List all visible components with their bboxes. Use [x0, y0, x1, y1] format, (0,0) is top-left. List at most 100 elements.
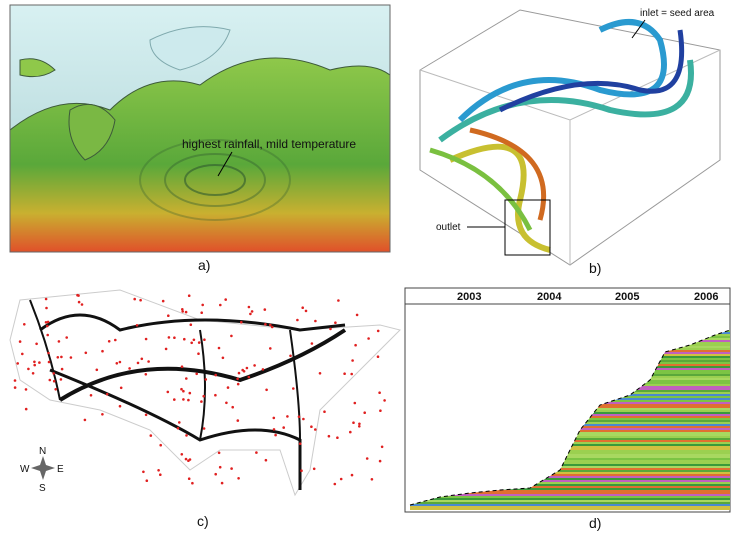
city-dot — [120, 387, 123, 390]
city-dot — [227, 386, 230, 389]
city-dot — [25, 388, 28, 391]
city-dot — [231, 406, 234, 409]
city-dot — [116, 362, 119, 365]
city-dot — [218, 347, 221, 350]
city-dot — [52, 372, 55, 375]
city-dot — [183, 338, 186, 341]
city-dot — [38, 361, 41, 364]
city-dot — [84, 419, 87, 422]
city-dot — [249, 313, 252, 316]
city-dot — [358, 423, 361, 426]
city-dot — [310, 425, 313, 428]
city-dot — [269, 347, 272, 350]
city-dot — [181, 310, 184, 313]
city-dot — [225, 402, 228, 405]
panel-label: a) — [198, 257, 210, 273]
city-dot — [282, 426, 285, 429]
city-dot — [35, 343, 38, 346]
stripe — [405, 504, 730, 506]
city-dot — [53, 380, 56, 383]
city-dot — [214, 473, 217, 476]
city-dot — [189, 392, 192, 395]
city-dot — [302, 418, 305, 421]
city-dot — [205, 378, 208, 381]
city-dot — [271, 326, 274, 329]
city-dot — [358, 425, 361, 428]
city-dot — [188, 294, 191, 297]
city-dot — [106, 393, 109, 396]
figure: highest rainfall, mild temperature a) in… — [0, 0, 733, 534]
city-dot — [203, 427, 206, 430]
city-dot — [90, 394, 93, 397]
city-dot — [241, 369, 244, 372]
city-dot — [141, 358, 144, 361]
city-dot — [296, 319, 299, 322]
city-dot — [49, 379, 52, 382]
city-dot — [108, 340, 111, 343]
city-dot — [248, 376, 251, 379]
year-label: 2006 — [694, 291, 718, 303]
city-dot — [219, 466, 222, 469]
city-dot — [47, 352, 50, 355]
stripe — [405, 508, 730, 510]
city-dot — [181, 453, 184, 456]
city-dot — [301, 306, 304, 309]
city-dot — [201, 304, 204, 307]
city-dot — [165, 348, 168, 351]
city-dot — [114, 339, 117, 342]
city-dot — [379, 409, 382, 412]
city-dot — [60, 356, 63, 359]
city-dot — [14, 386, 17, 389]
panel-b-image — [420, 10, 720, 265]
city-dot — [214, 374, 217, 377]
panel-c-image — [10, 290, 400, 495]
city-dot — [185, 434, 188, 437]
city-dot — [292, 387, 295, 390]
city-dot — [219, 304, 222, 307]
city-dot — [224, 298, 227, 301]
city-dot — [173, 398, 176, 401]
city-dot — [189, 458, 192, 461]
city-dot — [177, 427, 180, 430]
city-dot — [298, 415, 301, 418]
city-dot — [157, 469, 160, 472]
city-dot — [180, 388, 183, 391]
city-dot — [202, 395, 205, 398]
city-dot — [61, 368, 64, 371]
city-dot — [329, 328, 332, 331]
stripe — [405, 496, 730, 498]
city-dot — [167, 391, 170, 394]
city-dot — [193, 339, 196, 342]
compass-label: W — [20, 464, 30, 475]
city-dot — [21, 353, 24, 356]
city-dot — [139, 299, 142, 302]
city-dot — [33, 364, 36, 367]
city-dot — [25, 408, 28, 411]
city-dot — [191, 482, 194, 485]
stripe — [405, 498, 730, 500]
annotation: highest rainfall, mild temperature — [182, 137, 356, 151]
city-dot — [349, 431, 352, 434]
city-dot — [337, 299, 340, 302]
city-dot — [145, 338, 148, 341]
city-dot — [81, 303, 84, 306]
city-dot — [195, 373, 198, 376]
city-dot — [150, 434, 153, 437]
city-dot — [350, 373, 353, 376]
city-dot — [336, 436, 339, 439]
city-dot — [323, 410, 326, 413]
city-dot — [136, 324, 139, 327]
city-dot — [222, 357, 225, 360]
city-dot — [133, 298, 136, 301]
city-dot — [264, 308, 267, 311]
city-dot — [198, 341, 201, 344]
city-dot — [351, 359, 354, 362]
city-dot — [77, 294, 80, 297]
city-dot — [146, 479, 149, 482]
city-dot — [178, 421, 181, 424]
city-dot — [311, 342, 314, 345]
city-dot — [237, 383, 240, 386]
city-dot — [305, 310, 308, 313]
city-dot — [246, 367, 249, 370]
compass-label: E — [57, 464, 64, 475]
